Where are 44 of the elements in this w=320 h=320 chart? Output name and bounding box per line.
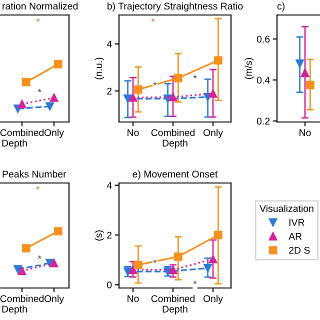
annotation: * xyxy=(193,75,197,78)
y-tick-label: 4 xyxy=(106,40,112,48)
y-tick-label: 0.4 xyxy=(256,76,270,84)
x-tick-label: Combined xyxy=(151,128,195,136)
x-axis-title: Depth xyxy=(162,305,188,314)
y-tick-label: 2 xyxy=(107,88,112,94)
legend-label: 2D S xyxy=(289,246,310,254)
x-tick-label: Combined xyxy=(0,294,44,302)
x-tick-label: No xyxy=(300,129,311,136)
y-tick-label: 4 xyxy=(106,182,112,189)
y-axis-title: (m/s) xyxy=(244,58,254,79)
chart-title: Peaks Number xyxy=(2,170,66,178)
x-tick-label: Only xyxy=(44,128,64,138)
chart-title: ration Normalized xyxy=(2,2,78,10)
y-tick-label: 0.6 xyxy=(256,36,270,43)
legend-label: IVR xyxy=(289,219,304,226)
annotation: * xyxy=(193,280,197,284)
chart-title: e) Movement Onset xyxy=(132,170,218,180)
y-tick-label: 0.2 xyxy=(256,118,270,125)
chart-title: b) Trajectory Straightness Ratio xyxy=(108,2,243,12)
y-tick-label: 0 xyxy=(107,282,112,288)
x-tick-label: No xyxy=(128,129,139,136)
annotation: * xyxy=(151,18,155,22)
annotation: * xyxy=(153,82,157,86)
x-axis-title: Depth xyxy=(2,139,27,148)
x-tick-label: Only xyxy=(44,294,64,304)
x-tick-label: No xyxy=(128,295,139,302)
x-axis-title: Depth xyxy=(2,305,27,314)
x-tick-label: Combined xyxy=(151,294,195,302)
y-axis-title: (n.u.) xyxy=(94,58,104,80)
x-tick-label: Combined xyxy=(0,128,44,136)
y-axis-title: (s) xyxy=(94,230,104,241)
x-tick-label: Only xyxy=(203,294,223,304)
y-tick-label: 2 xyxy=(107,232,112,239)
legend-title: Visualization xyxy=(260,204,314,212)
x-axis-title: Depth xyxy=(162,139,188,148)
annotation: * xyxy=(38,255,42,259)
chart-title: c) xyxy=(277,2,284,12)
text: * xyxy=(36,18,40,22)
annotation: * xyxy=(38,88,42,92)
text: * xyxy=(36,186,40,190)
legend-label: AR xyxy=(288,233,302,240)
x-tick-label: Only xyxy=(203,128,223,138)
annotation: * xyxy=(153,259,157,263)
